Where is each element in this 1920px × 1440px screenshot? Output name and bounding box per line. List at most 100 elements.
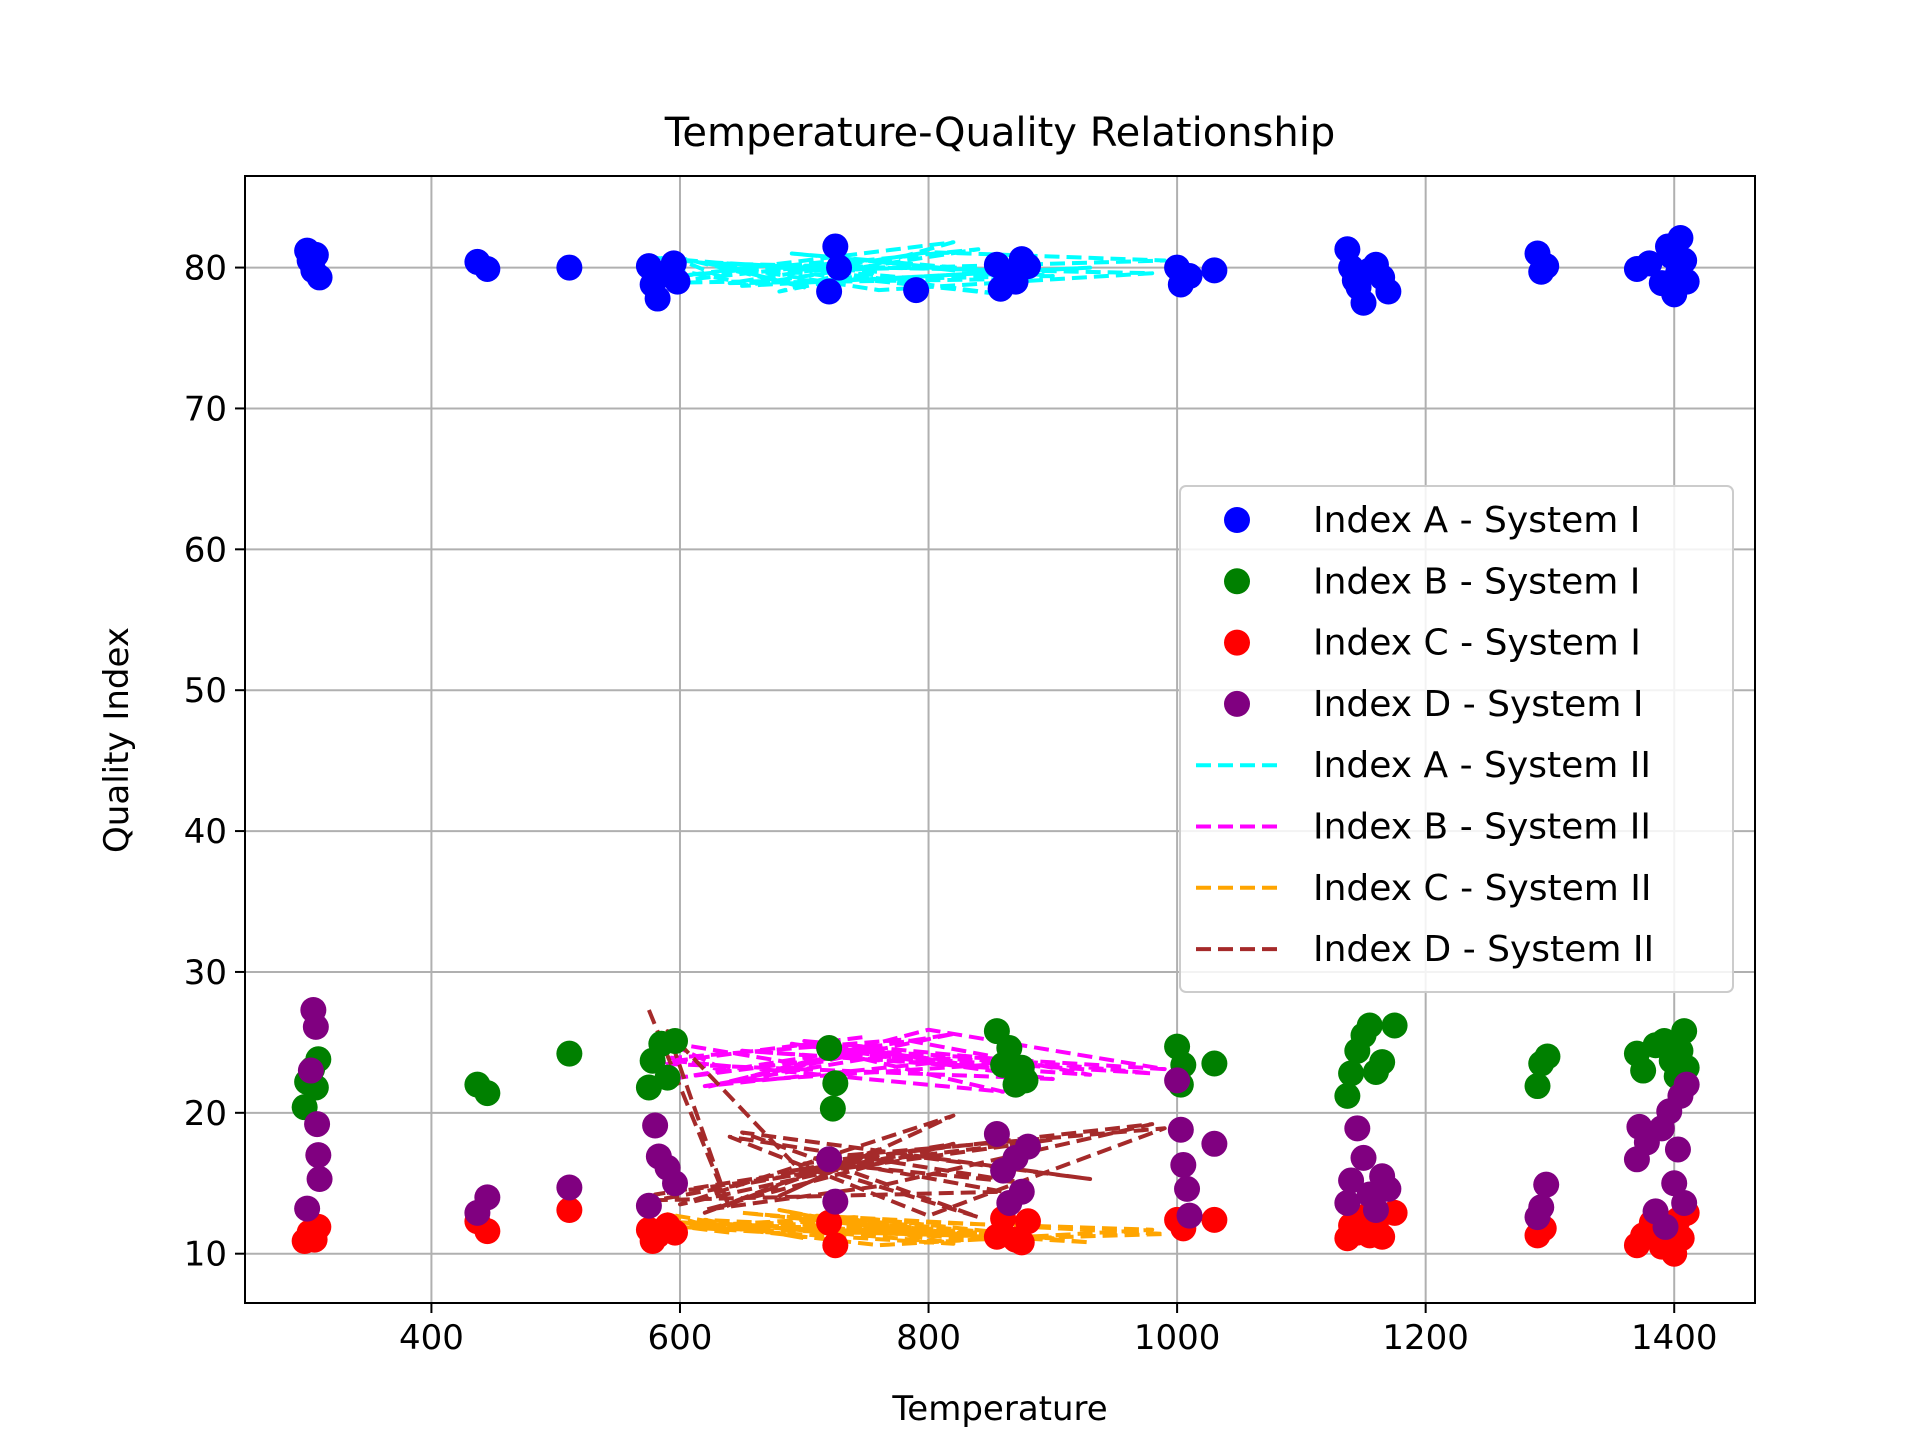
x-axis-ticks: 400 600 800 1000 1200 1400	[399, 1303, 1718, 1358]
data-point	[1201, 257, 1228, 284]
scatter-series-group	[291, 224, 1700, 1267]
legend-swatch-marker	[1224, 690, 1250, 717]
data-point	[816, 1146, 843, 1173]
data-point	[1012, 1067, 1039, 1094]
data-point	[822, 1070, 849, 1097]
data-point	[306, 264, 333, 291]
legend-box	[1179, 485, 1734, 993]
data-point	[1630, 1057, 1657, 1084]
data-point	[556, 1174, 583, 1201]
legend-label: Index C - System II	[1313, 868, 1651, 909]
data-point	[556, 1040, 583, 1067]
data-point	[664, 268, 691, 295]
data-point	[1014, 253, 1041, 280]
grid	[245, 176, 1755, 1303]
data-point	[1369, 1223, 1396, 1250]
data-point	[1534, 1043, 1561, 1070]
x-tick-label: 1200	[1382, 1318, 1469, 1358]
data-point	[654, 1064, 681, 1091]
data-point	[662, 1027, 689, 1054]
data-point	[1201, 1130, 1228, 1157]
y-tick-label: 30	[184, 953, 227, 993]
data-point	[474, 1080, 501, 1107]
legend-label: Index B - System I	[1313, 561, 1640, 602]
x-tick-label: 400	[399, 1318, 464, 1358]
data-point	[294, 1195, 321, 1222]
legend-label: Index C - System I	[1313, 623, 1641, 664]
data-point	[1524, 1073, 1551, 1100]
legend-label: Index A - System I	[1313, 500, 1640, 541]
data-point	[1344, 1115, 1371, 1142]
data-point	[1014, 1208, 1041, 1235]
data-point	[822, 1188, 849, 1215]
legend-label: Index D - System I	[1313, 684, 1643, 725]
data-point	[1201, 1050, 1228, 1077]
data-point	[1176, 1202, 1203, 1229]
data-point	[306, 1166, 333, 1193]
data-point	[1167, 1116, 1194, 1143]
y-tick-label: 40	[184, 812, 227, 852]
data-point	[1667, 224, 1694, 251]
x-tick-label: 800	[896, 1318, 961, 1358]
data-point	[474, 255, 501, 282]
data-point	[642, 1112, 669, 1139]
data-point	[1381, 1012, 1408, 1039]
data-point	[302, 1013, 329, 1040]
data-point	[302, 241, 329, 268]
data-point	[1671, 247, 1698, 274]
data-point	[1350, 1144, 1377, 1171]
data-point	[1014, 1133, 1041, 1160]
legend-label: Index D - System II	[1313, 929, 1654, 970]
x-tick-label: 1400	[1631, 1318, 1718, 1358]
legend-swatch-marker	[1224, 568, 1250, 595]
series-line-6	[648, 1027, 1167, 1094]
data-point	[662, 1219, 689, 1246]
data-point	[1664, 1136, 1691, 1163]
x-axis-label: Temperature	[891, 1389, 1107, 1429]
data-point	[1338, 1060, 1365, 1087]
data-point	[816, 1209, 843, 1236]
x-tick-label: 600	[648, 1318, 713, 1358]
data-point	[1528, 1194, 1555, 1221]
data-point	[822, 1232, 849, 1259]
data-point	[1008, 1178, 1035, 1205]
plot-frame	[244, 175, 1756, 1304]
data-point	[662, 1170, 689, 1197]
data-point	[1008, 1229, 1035, 1256]
data-point	[822, 233, 849, 260]
data-point	[1201, 1206, 1228, 1233]
series-line-7	[648, 1208, 1167, 1248]
y-axis-label: Quality Index	[97, 627, 137, 853]
data-point	[556, 254, 583, 281]
data-point	[1661, 1170, 1688, 1197]
data-point	[1338, 1167, 1365, 1194]
legend-label: Index A - System II	[1313, 745, 1651, 786]
data-point	[816, 278, 843, 305]
chart-title: Temperature-Quality Relationship	[664, 110, 1335, 156]
data-point	[1369, 1049, 1396, 1076]
data-point	[983, 1120, 1010, 1147]
y-tick-label: 60	[184, 530, 227, 570]
data-point	[1533, 253, 1560, 280]
data-point	[1176, 263, 1203, 290]
legend-swatch-marker	[1224, 507, 1250, 533]
data-point	[816, 1035, 843, 1062]
series-line-8	[647, 1009, 1167, 1220]
plot-series	[291, 224, 1700, 1267]
data-point	[1174, 1175, 1201, 1202]
data-point	[1673, 1071, 1700, 1098]
y-tick-label: 10	[184, 1235, 227, 1275]
y-tick-label: 80	[184, 249, 227, 289]
data-point	[1164, 1067, 1191, 1094]
legend-label: Index B - System II	[1313, 807, 1651, 848]
data-point	[1671, 1189, 1698, 1216]
y-tick-label: 20	[184, 1094, 227, 1134]
legend-swatch-marker	[1224, 629, 1250, 656]
data-point	[1533, 1171, 1560, 1198]
data-point	[819, 1095, 846, 1122]
data-point	[826, 254, 853, 281]
data-point	[635, 1192, 662, 1219]
data-point	[1375, 1175, 1402, 1202]
data-point	[996, 1035, 1023, 1062]
